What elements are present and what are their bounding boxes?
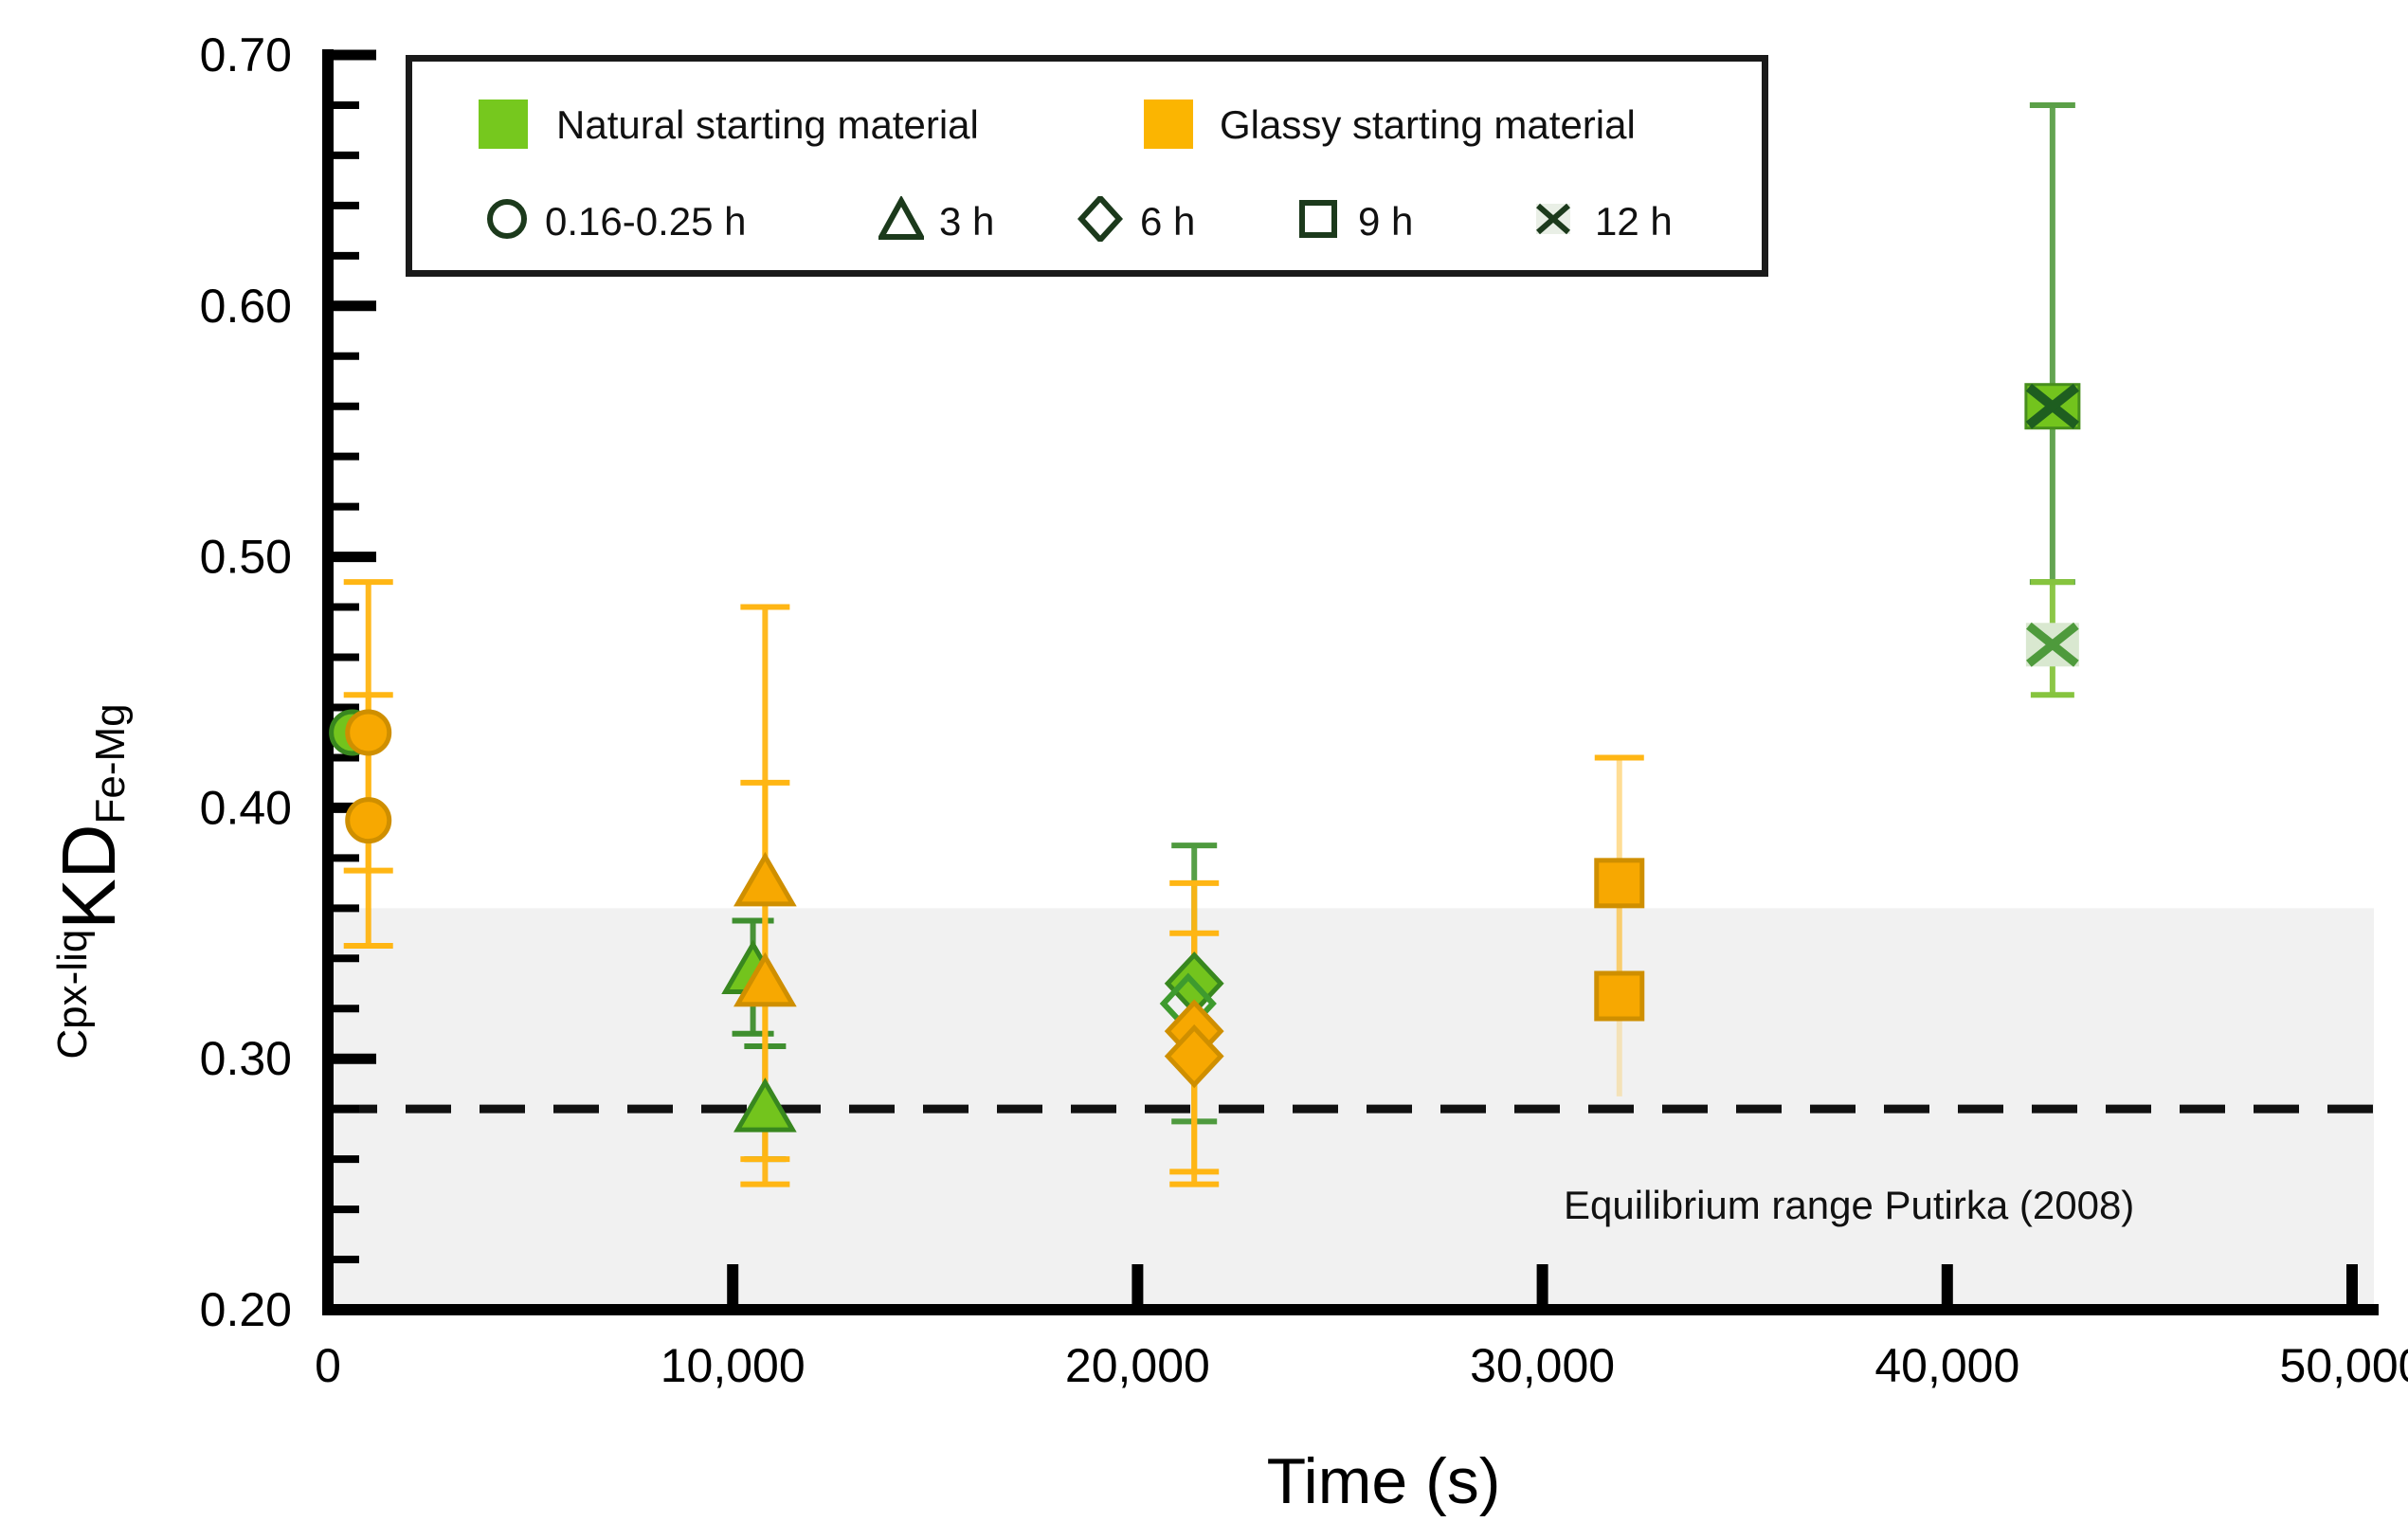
marker-circle <box>345 797 392 844</box>
legend-label-duration-4: 9 h <box>1358 199 1414 244</box>
marker-x-light-stroke <box>2026 622 2079 667</box>
marker-square <box>1594 970 1645 1022</box>
marker-diamond <box>1164 1024 1224 1089</box>
diamond-icon <box>1077 196 1123 242</box>
x-tick-label: 10,000 <box>661 1339 806 1392</box>
marker-circle <box>345 709 392 756</box>
y-tick-label: 0.30 <box>200 1032 292 1085</box>
y-axis-title: Cpx-liqKDFe-Mg <box>45 703 135 1059</box>
legend-label-duration-2: 3 h <box>939 199 995 244</box>
y-tick-label: 0.20 <box>200 1283 292 1336</box>
legend-label-natural: Natural starting material <box>556 102 979 147</box>
y-tick-label: 0.60 <box>200 280 292 333</box>
y-axis-title-main: KD <box>46 824 131 930</box>
legend-label-duration-5: 12 h <box>1595 199 1673 244</box>
x-tick-label: 40,000 <box>1874 1339 2019 1392</box>
legend: Natural starting material Glassy startin… <box>406 55 1768 277</box>
marker-triangle <box>733 951 797 1007</box>
y-tick-label: 0.40 <box>200 781 292 834</box>
legend-swatch-natural <box>479 100 528 149</box>
marker-square <box>1594 858 1645 909</box>
y-axis-title-superscript: Cpx-liq <box>49 929 96 1060</box>
legend-swatch-glassy <box>1144 100 1193 149</box>
legend-label-glassy: Glassy starting material <box>1220 102 1636 147</box>
y-tick-label: 0.50 <box>200 531 292 584</box>
marker-triangle <box>733 1078 797 1132</box>
y-axis-title-subscript: Fe-Mg <box>87 703 134 824</box>
y-tick-label: 0.70 <box>200 28 292 82</box>
x-axis-title: Time (s) <box>1266 1445 1501 1517</box>
equilibrium-range-annotation: Equilibrium range Putirka (2008) <box>1564 1183 2135 1227</box>
x-tick-label: 30,000 <box>1470 1339 1615 1392</box>
legend-label-duration-3: 6 h <box>1140 199 1196 244</box>
marker-triangle <box>733 851 797 907</box>
circle-icon <box>487 199 527 239</box>
square-icon <box>1299 200 1337 238</box>
triangle-icon <box>878 196 924 240</box>
x-tick-label: 0 <box>315 1339 341 1392</box>
marker-x-dark-stroke <box>2025 383 2079 429</box>
x-icon <box>1536 203 1570 235</box>
x-tick-label: 50,000 <box>2280 1339 2408 1392</box>
legend-label-duration-1: 0.16-0.25 h <box>545 199 747 244</box>
x-tick-label: 20,000 <box>1065 1339 1210 1392</box>
